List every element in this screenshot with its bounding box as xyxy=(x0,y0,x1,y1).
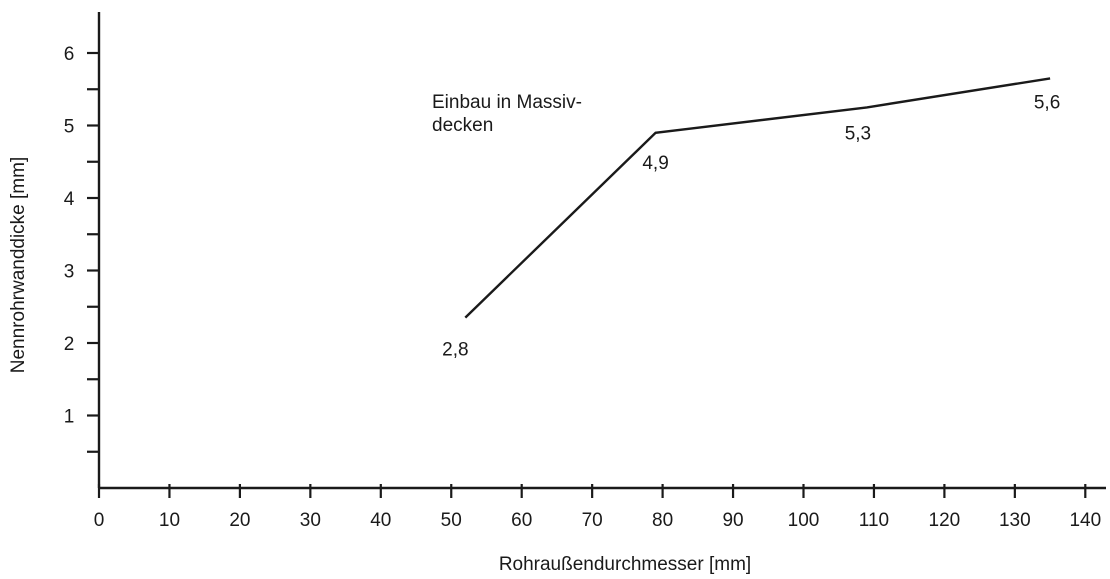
annotation-line-1: Einbau in Massiv- xyxy=(432,92,582,113)
y-tick-label: 2 xyxy=(64,334,75,355)
point-labels: 2,8 4,9 5,3 5,6 xyxy=(442,92,1060,360)
x-tick-label: 90 xyxy=(722,510,743,531)
y-tick-label: 5 xyxy=(64,117,75,138)
x-tick-label: 60 xyxy=(511,510,532,531)
x-axis-label: Rohraußendurchmesser [mm] xyxy=(499,554,751,575)
data-point-label: 5,3 xyxy=(845,123,871,144)
x-tick-label: 130 xyxy=(999,510,1031,531)
axes xyxy=(97,12,1106,490)
x-tick-label: 20 xyxy=(229,510,250,531)
x-tick-label: 80 xyxy=(652,510,673,531)
series-line xyxy=(464,77,1051,319)
x-tick-label: 140 xyxy=(1069,510,1101,531)
y-tick-label: 6 xyxy=(64,44,75,65)
y-tick-label: 3 xyxy=(64,262,75,283)
x-tick-label: 50 xyxy=(441,510,462,531)
x-tick-label: 40 xyxy=(370,510,391,531)
x-tick-label: 30 xyxy=(300,510,321,531)
annotation-line-2: decken xyxy=(432,115,493,136)
y-axis-label: Nennrohrwanddicke [mm] xyxy=(8,157,29,373)
y-tick-label: 4 xyxy=(64,189,75,210)
x-tick-label: 70 xyxy=(582,510,603,531)
data-point-label: 2,8 xyxy=(442,340,468,361)
x-tick-label: 0 xyxy=(94,510,105,531)
series-layer xyxy=(464,77,1051,319)
x-tick-label: 10 xyxy=(159,510,180,531)
data-point-label: 5,6 xyxy=(1034,92,1060,113)
x-tick-label: 110 xyxy=(859,510,889,531)
x-tick-label: 100 xyxy=(788,510,820,531)
data-point-label: 4,9 xyxy=(642,153,668,174)
x-axis-ticks: 0 10 20 30 40 50 60 70 80 90 100 110 120 130 140 xyxy=(94,484,1101,531)
x-tick-label: 120 xyxy=(929,510,961,531)
y-axis-ticks: 1 2 3 4 5 6 xyxy=(64,44,99,453)
y-tick-label: 1 xyxy=(64,407,75,428)
